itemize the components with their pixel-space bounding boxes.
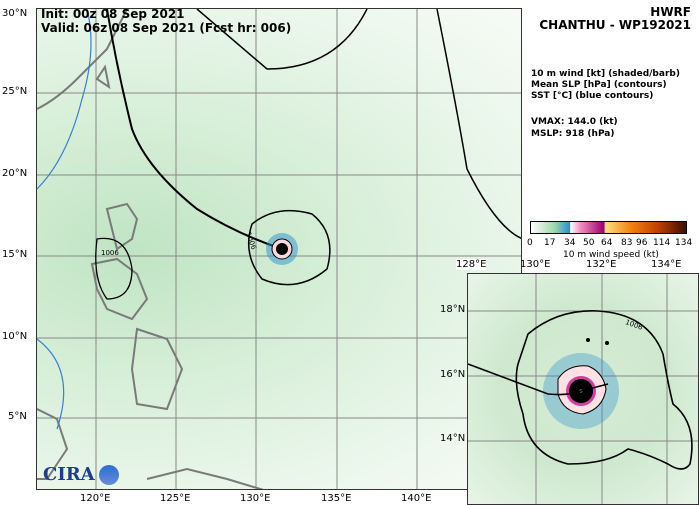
lat-label: 10°N bbox=[2, 331, 28, 342]
low-center-dot bbox=[586, 338, 590, 342]
inset-storm-track bbox=[468, 363, 609, 396]
lat-label: 5°N bbox=[8, 411, 27, 422]
model-name: HWRF bbox=[650, 5, 691, 19]
colorbar-tick: 64 bbox=[601, 238, 613, 248]
agency-logo-icon bbox=[98, 464, 119, 485]
inset-lon-label: 134°E bbox=[651, 259, 682, 270]
low-center-dot bbox=[605, 341, 609, 345]
valid-time: Valid: 06z 08 Sep 2021 (Fcst hr: 006) bbox=[41, 21, 292, 35]
storm-eye bbox=[276, 243, 288, 255]
lat-label: 30°N bbox=[2, 8, 28, 19]
mslp: MSLP: 918 (hPa) bbox=[531, 129, 615, 139]
inset-lat-label: 16°N bbox=[440, 369, 466, 380]
inset-lat-label: 14°N bbox=[440, 433, 466, 444]
colorbar bbox=[530, 221, 687, 234]
main-map-graphics bbox=[37, 9, 521, 489]
inset-lon-label: 130°E bbox=[520, 259, 551, 270]
coastlines bbox=[37, 9, 264, 489]
slp-contour-1006-north bbox=[196, 9, 521, 239]
cira-logo: CIRA bbox=[43, 464, 119, 485]
inset-lon-label: 132°E bbox=[586, 259, 617, 270]
cira-logo-text: CIRA bbox=[43, 464, 95, 485]
legend-line: Mean SLP [hPa] (contours) bbox=[531, 80, 667, 90]
inset-lat-label: 18°N bbox=[440, 304, 466, 315]
lat-label: 20°N bbox=[2, 168, 28, 179]
inset-lon-label: 128°E bbox=[456, 259, 487, 270]
storm-track bbox=[106, 9, 290, 257]
colorbar-tick: 134 bbox=[675, 238, 693, 248]
inset-map-graphics bbox=[468, 274, 698, 504]
grid-lines bbox=[37, 9, 521, 489]
init-time: Init: 00z 08 Sep 2021 bbox=[41, 8, 185, 21]
lon-label: 125°E bbox=[160, 493, 191, 504]
inset-map[interactable]: 1006 bbox=[467, 273, 699, 505]
slp-contour-philippines bbox=[95, 237, 133, 300]
inset-slp-contour-1006 bbox=[515, 310, 693, 470]
storm-name: CHANTHU - WP192021 bbox=[539, 18, 691, 32]
lon-label: 140°E bbox=[401, 493, 432, 504]
main-map[interactable]: 1006 1006 Init: 00z 08 Sep 2021 Valid: 0… bbox=[36, 8, 522, 490]
sst-contours bbox=[37, 9, 92, 430]
colorbar-tick: 114 bbox=[653, 238, 671, 248]
lon-label: 135°E bbox=[321, 493, 352, 504]
vmax: VMAX: 144.0 (kt) bbox=[531, 117, 618, 127]
colorbar-label: 10 m wind speed (kt) bbox=[563, 250, 659, 260]
colorbar-tick: 50 bbox=[583, 238, 595, 248]
colorbar-tick: 0 bbox=[527, 238, 533, 248]
lon-label: 120°E bbox=[80, 493, 111, 504]
legend-line: SST [°C] (blue contours) bbox=[531, 91, 654, 101]
lon-label: 130°E bbox=[240, 493, 271, 504]
contour-label: 1006 bbox=[101, 249, 119, 257]
colorbar-tick: 34 bbox=[564, 238, 576, 248]
slp-contour-1006-storm bbox=[247, 209, 331, 286]
colorbar-tick: 17 bbox=[544, 238, 556, 248]
colorbar-tick: 96 bbox=[636, 238, 648, 248]
colorbar-tick: 83 bbox=[621, 238, 633, 248]
lat-label: 25°N bbox=[2, 86, 28, 97]
legend-line: 10 m wind [kt] (shaded/barb) bbox=[531, 69, 680, 79]
lat-label: 15°N bbox=[2, 249, 28, 260]
